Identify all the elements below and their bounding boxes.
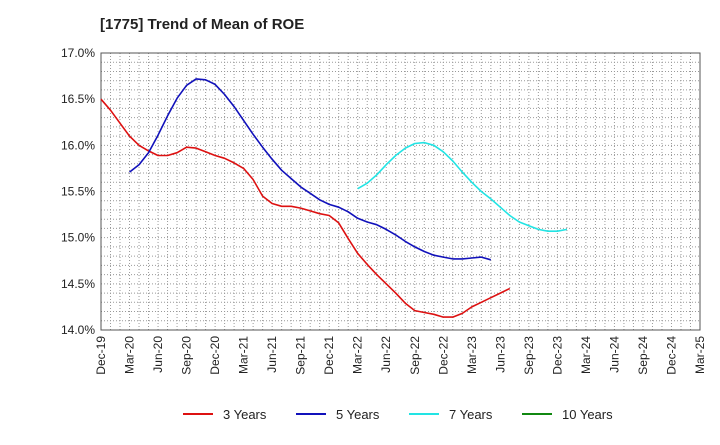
x-tick-label: Jun-23: [493, 336, 507, 373]
chart-title: [1775] Trend of Mean of ROE: [100, 16, 305, 33]
x-tick-label: Sep-22: [408, 336, 422, 375]
x-tick-label: Mar-20: [123, 336, 137, 374]
legend-label-10-years: 10 Years: [562, 407, 613, 422]
legend-label-5-years: 5 Years: [336, 407, 380, 422]
y-tick-label: 16.5%: [61, 92, 95, 106]
y-tick-label: 15.5%: [61, 185, 95, 199]
x-tick-label: Dec-23: [550, 336, 564, 375]
x-tick-label: Dec-19: [94, 336, 108, 375]
y-tick-label: 14.5%: [61, 277, 95, 291]
y-tick-label: 17.0%: [61, 46, 95, 60]
x-tick-label: Jun-22: [379, 336, 393, 373]
x-tick-label: Sep-20: [180, 336, 194, 375]
x-tick-label: Jun-20: [151, 336, 165, 373]
plot-area: [101, 53, 700, 330]
y-tick-label: 14.0%: [61, 323, 95, 337]
x-tick-label: Dec-21: [322, 336, 336, 375]
x-tick-label: Sep-21: [294, 336, 308, 375]
x-tick-label: Sep-23: [522, 336, 536, 375]
y-tick-label: 16.0%: [61, 138, 95, 152]
x-tick-label: Dec-20: [208, 336, 222, 375]
series-line-7-years: [357, 141, 568, 232]
x-tick-label: Sep-24: [636, 336, 650, 375]
y-tick-label: 15.0%: [61, 231, 95, 245]
x-tick-label: Mar-24: [579, 336, 593, 374]
x-tick-label: Dec-22: [436, 336, 450, 375]
x-tick-label: Jun-21: [265, 336, 279, 373]
series-line-5-years: [129, 78, 492, 261]
x-tick-label: Mar-23: [465, 336, 479, 374]
plot-frame: [100, 52, 701, 331]
x-tick-label: Mar-25: [693, 336, 707, 374]
legend-label-3-years: 3 Years: [223, 407, 267, 422]
x-tick-label: Jun-24: [607, 336, 621, 373]
x-tick-label: Dec-24: [664, 336, 678, 375]
x-tick-label: Mar-22: [351, 336, 365, 374]
legend-label-7-years: 7 Years: [449, 407, 493, 422]
x-tick-label: Mar-21: [237, 336, 251, 374]
series-line-3-years: [100, 98, 511, 318]
